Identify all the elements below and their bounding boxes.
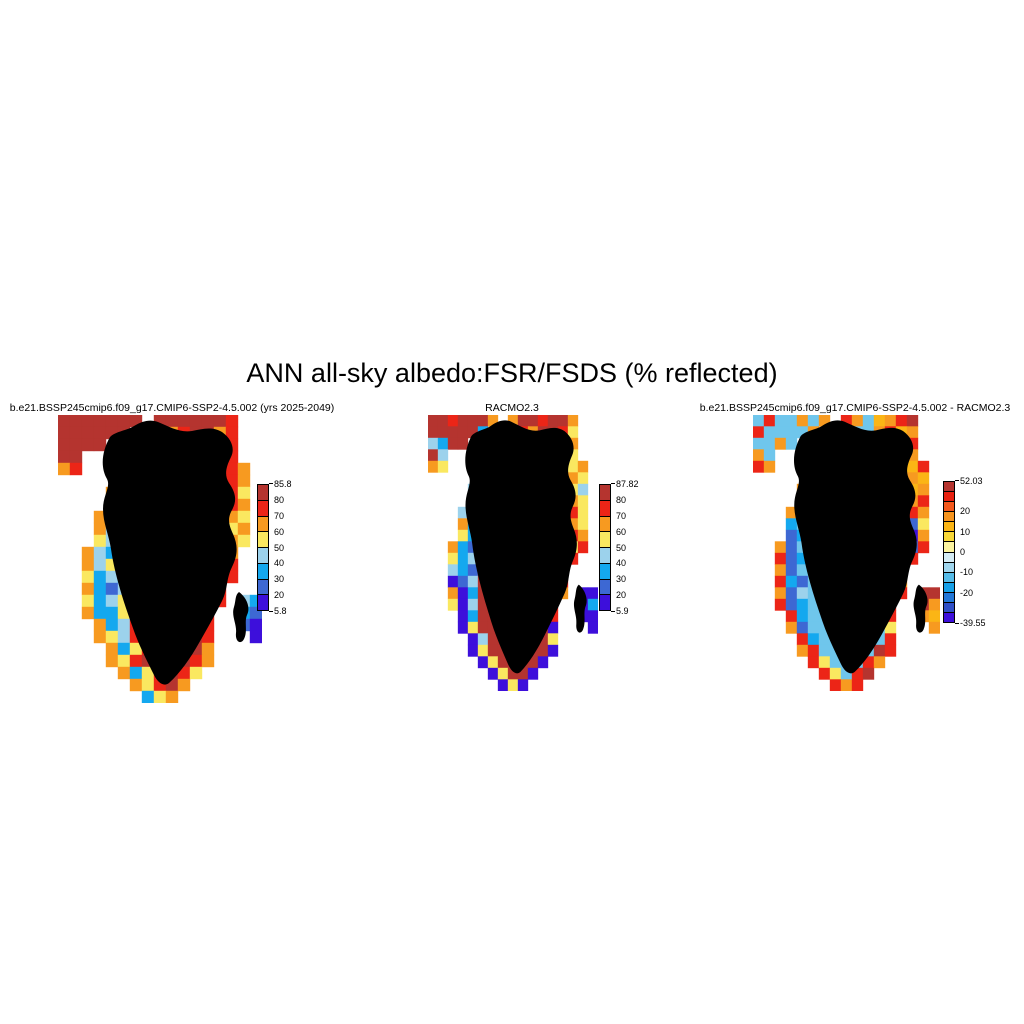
colorbar-band (600, 579, 610, 596)
colorbar-tick-label: 40 (616, 558, 627, 569)
colorbar-tick-label: -20 (960, 587, 974, 598)
colorbar-bands (943, 481, 955, 623)
colorbar-tick-label: 87.82 (616, 479, 639, 489)
colorbar-bands (257, 484, 269, 611)
colorbar-tick-label: 0 (960, 547, 966, 557)
colorbar-tick-label: 40 (274, 558, 285, 569)
colorbar-tick-label: 30 (274, 574, 285, 585)
colorbar-band (944, 602, 954, 614)
colorbar-tick-label: 20 (274, 590, 285, 601)
colorbar-tick-label: 52.03 (960, 476, 983, 486)
colorbar-bands (599, 484, 611, 611)
colorbar-model: 85.8 80 70 60 50 40 30 20 5.8 (257, 479, 292, 616)
panel-racmo-title: RACMO2.3 (485, 402, 539, 414)
colorbar-band (944, 482, 954, 493)
colorbar-max-tick (611, 483, 615, 484)
colorbar-diff: 52.03 20 10 0 -10 -20 -39.55 (943, 476, 986, 628)
colorbar-tick-label: 5.8 (274, 606, 287, 616)
colorbar-tick-label: 50 (616, 542, 627, 553)
colorbar-band (600, 563, 610, 580)
colorbar-min-tick (269, 611, 273, 612)
colorbar-tick-label: 85.8 (274, 479, 292, 489)
colorbar-band (944, 572, 954, 583)
colorbar-band (258, 579, 268, 596)
colorbar-tick-label: 70 (616, 510, 627, 521)
colorbar-min-tick (611, 611, 615, 612)
map-racmo (428, 415, 598, 691)
colorbar-min-tick (955, 623, 959, 624)
colorbar-tick-label: 80 (616, 494, 627, 505)
colorbar-band (258, 516, 268, 533)
colorbar-band (944, 532, 954, 543)
colorbar-racmo: 87.82 80 70 60 50 40 30 20 5.9 (599, 479, 639, 616)
colorbar-band (944, 592, 954, 603)
colorbar-band (258, 532, 268, 548)
map-diff (753, 415, 940, 691)
colorbar-band (258, 548, 268, 564)
colorbar-tick-label: 20 (960, 506, 971, 517)
colorbar-band (944, 542, 954, 553)
colorbar-band (944, 512, 954, 523)
colorbar-band (600, 548, 610, 564)
colorbar-band (944, 522, 954, 533)
map-model (58, 415, 262, 703)
colorbar-tick-label: 60 (616, 526, 627, 537)
colorbar-tick-label: 30 (616, 574, 627, 585)
panel-model-title: b.e21.BSSP245cmip6.f09_g17.CMIP6-SSP2-4.… (9, 402, 335, 414)
colorbar-tick-label: 20 (616, 590, 627, 601)
colorbar-band (600, 595, 610, 610)
colorbar-max-tick (955, 480, 959, 481)
panel-diff-title: b.e21.BSSP245cmip6.f09_g17.CMIP6-SSP2-4.… (699, 402, 1011, 414)
colorbar-tick-label: -39.55 (960, 618, 986, 628)
figure-title: ANN all-sky albedo:FSR/FSDS (% reflected… (246, 358, 778, 388)
colorbar-band (944, 502, 954, 513)
colorbar-tick-label: 5.9 (616, 606, 629, 616)
colorbar-band (600, 532, 610, 548)
colorbar-band (600, 516, 610, 533)
colorbar-band (258, 500, 268, 517)
colorbar-band (600, 500, 610, 517)
colorbar-band (258, 595, 268, 610)
colorbar-band (258, 485, 268, 501)
colorbar-tick-label: 70 (274, 510, 285, 521)
colorbar-tick-label: 80 (274, 494, 285, 505)
colorbar-tick-label: 10 (960, 526, 971, 537)
colorbar-tick-label: 50 (274, 542, 285, 553)
colorbar-band (944, 582, 954, 593)
colorbar-band (258, 563, 268, 580)
colorbar-band (944, 562, 954, 573)
colorbar-band (944, 552, 954, 563)
colorbar-band (944, 492, 954, 503)
colorbar-tick-label: 60 (274, 526, 285, 537)
colorbar-tick-label: -10 (960, 567, 974, 578)
colorbar-max-tick (269, 483, 273, 484)
colorbar-band (944, 613, 954, 623)
colorbar-band (600, 485, 610, 501)
